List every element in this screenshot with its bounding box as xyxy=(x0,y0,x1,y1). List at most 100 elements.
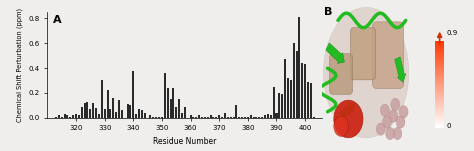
Text: 0.9: 0.9 xyxy=(447,30,458,36)
Ellipse shape xyxy=(323,7,409,138)
Bar xyxy=(92,103,94,118)
Bar xyxy=(109,109,111,118)
Bar xyxy=(287,78,289,118)
Bar xyxy=(121,110,123,118)
Bar xyxy=(69,117,71,118)
Bar xyxy=(236,105,237,118)
Bar xyxy=(250,115,252,118)
Text: A: A xyxy=(53,15,62,25)
Bar xyxy=(201,117,203,118)
Bar xyxy=(210,115,211,118)
Bar xyxy=(195,117,197,118)
Bar xyxy=(161,117,163,118)
FancyBboxPatch shape xyxy=(350,28,375,80)
Bar xyxy=(261,117,263,118)
Bar xyxy=(215,117,218,118)
Ellipse shape xyxy=(376,123,385,135)
Bar xyxy=(101,80,103,118)
Bar xyxy=(207,117,209,118)
FancyArrow shape xyxy=(339,102,355,119)
Bar xyxy=(64,114,65,118)
Bar xyxy=(224,113,226,118)
Bar xyxy=(138,109,140,118)
Bar xyxy=(72,115,74,118)
Bar xyxy=(307,82,309,118)
Bar xyxy=(95,108,97,118)
Bar xyxy=(164,73,166,118)
Bar xyxy=(221,117,223,118)
FancyArrowPatch shape xyxy=(438,33,442,43)
Bar xyxy=(310,83,312,118)
Bar xyxy=(104,109,106,118)
FancyArrow shape xyxy=(395,57,406,82)
Ellipse shape xyxy=(386,127,394,140)
Bar xyxy=(66,115,68,118)
Ellipse shape xyxy=(391,98,400,111)
Text: 0: 0 xyxy=(447,123,451,129)
X-axis label: Residue Number: Residue Number xyxy=(153,137,217,146)
Bar xyxy=(267,114,269,118)
Bar xyxy=(173,88,174,118)
Bar xyxy=(275,113,277,118)
FancyArrow shape xyxy=(326,43,345,64)
Bar xyxy=(170,99,172,118)
Bar xyxy=(167,88,169,118)
Bar xyxy=(299,17,301,118)
Bar xyxy=(233,117,235,118)
Ellipse shape xyxy=(334,100,363,138)
Bar xyxy=(149,115,152,118)
Bar xyxy=(118,100,120,118)
Bar xyxy=(273,87,274,118)
Bar xyxy=(98,114,100,118)
Bar xyxy=(141,110,143,118)
Bar xyxy=(270,115,272,118)
Bar xyxy=(75,114,77,118)
Bar xyxy=(144,113,146,118)
Ellipse shape xyxy=(399,106,408,118)
Bar xyxy=(255,117,257,118)
Ellipse shape xyxy=(334,116,348,136)
Text: B: B xyxy=(324,7,333,17)
Ellipse shape xyxy=(393,127,402,140)
Ellipse shape xyxy=(383,116,392,128)
Bar xyxy=(55,117,57,118)
Ellipse shape xyxy=(381,104,389,116)
Bar xyxy=(204,117,206,118)
Bar xyxy=(304,64,306,118)
Bar xyxy=(190,115,191,118)
Ellipse shape xyxy=(396,116,405,128)
Bar xyxy=(301,63,303,118)
Bar xyxy=(192,117,194,118)
Bar xyxy=(212,117,215,118)
Bar xyxy=(135,114,137,118)
Bar xyxy=(230,117,232,118)
Bar xyxy=(278,93,280,118)
Bar xyxy=(78,115,80,118)
Bar xyxy=(238,117,240,118)
Bar xyxy=(81,107,83,118)
Bar xyxy=(258,117,260,118)
Bar xyxy=(227,117,229,118)
Bar xyxy=(198,115,200,118)
Bar xyxy=(296,51,298,118)
Bar xyxy=(218,115,220,118)
Bar xyxy=(244,117,246,118)
Ellipse shape xyxy=(389,110,398,122)
Bar xyxy=(90,109,91,118)
Bar xyxy=(115,112,117,118)
Bar xyxy=(178,99,180,118)
Bar xyxy=(83,103,86,118)
Bar xyxy=(253,117,255,118)
Y-axis label: Chemical Shift Perturbation (ppm): Chemical Shift Perturbation (ppm) xyxy=(17,8,23,122)
Bar xyxy=(292,43,295,118)
Bar xyxy=(127,104,128,118)
Bar xyxy=(175,107,177,118)
Bar xyxy=(58,115,60,118)
Bar xyxy=(181,113,183,118)
FancyBboxPatch shape xyxy=(373,22,404,88)
FancyBboxPatch shape xyxy=(329,54,353,94)
Bar xyxy=(107,90,109,118)
Bar xyxy=(152,117,155,118)
Bar xyxy=(313,117,315,118)
Bar xyxy=(61,117,63,118)
